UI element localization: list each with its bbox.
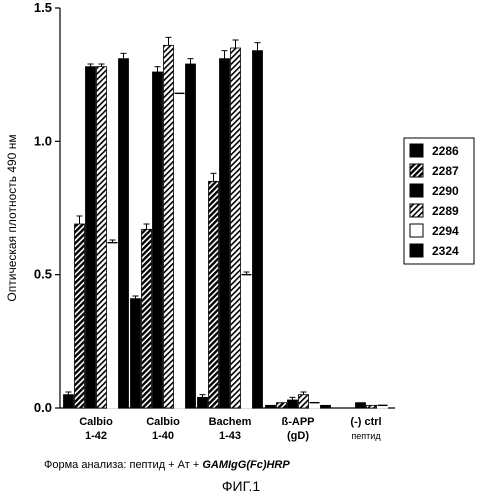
bar-2287 [276,402,287,409]
legend-swatch-2294 [409,223,424,238]
bar-2289 [96,66,107,409]
caption: Форма анализа: пептид + Ат + GAMIgG(Fc)H… [44,459,290,471]
bar-2289 [163,44,174,409]
bar-2294 [107,242,118,409]
bar-chart: 0.0 0.5 1.0 1.5 Оптическая плотность 490 нм C… [5,0,475,442]
bar-2289 [230,47,241,409]
caption-text: Форма анализа: пептид + Ат + [44,459,203,471]
legend-swatch-2324 [409,243,424,258]
bar-2294 [174,92,185,409]
y-axis-label: Оптическая плотность 490 нм [5,134,19,301]
bar-2290 [287,399,298,409]
legend-swatch-2289 [409,203,424,218]
bar-2286 [63,394,74,409]
legend-swatch-2287 [409,163,424,178]
x-category-label: (-) ctrl [350,416,381,428]
legend-label-2290: 2290 [432,184,459,198]
bar-2294 [241,274,252,409]
bar-2324 [118,58,129,409]
bar-2287 [141,228,152,409]
caption-bold: GAMIgG(Fc)HRP [202,459,290,471]
legend-label-2289: 2289 [432,204,459,218]
axes: 0.0 0.5 1.0 1.5 Оптическая плотность 490 нм C… [5,0,395,442]
legend-swatch-2286 [409,143,424,158]
bar-2324 [185,63,196,409]
bar-2289 [298,394,309,409]
bar-2286 [130,298,141,409]
bar-2289 [366,404,377,409]
y-tick-label: 1.0 [34,133,52,148]
x-category-label: пептид [351,431,381,441]
bar-2290 [85,66,96,409]
x-category-label: Calbio [79,416,113,428]
bar-2324 [252,50,263,409]
bar-2287 [208,180,219,409]
bar-2290 [219,58,230,409]
y-tick-label: 0.5 [34,267,52,282]
y-tick-label: 1.5 [34,0,52,15]
y-tick-label: 0.0 [34,400,52,415]
bar-2287 [74,223,85,409]
legend-swatch-2290 [409,183,424,198]
x-category-label: 1-42 [85,430,107,442]
x-category-label: 1-43 [219,430,241,442]
legend-box [403,137,475,265]
bar-2290 [355,402,366,409]
legend: 2286 2287 2290 2289 2294 2324 [403,137,475,265]
x-category-label: 1-40 [152,430,174,442]
bar-2324 [320,404,331,409]
x-category-label: Bachem [209,416,252,428]
bar-2290 [152,71,163,409]
x-category-label: (gD) [287,430,309,442]
bar-2294 [309,402,320,409]
x-category-label: Calbio [146,416,180,428]
bars [63,36,388,409]
legend-label-2294: 2294 [432,224,459,238]
legend-label-2324: 2324 [432,244,459,258]
figure-label: ФИГ.1 [221,478,261,494]
legend-label-2287: 2287 [432,164,459,178]
x-category-label: ß-APP [282,416,315,428]
bar-2286 [265,404,276,409]
bar-2286 [197,396,208,409]
legend-label-2286: 2286 [432,144,459,158]
